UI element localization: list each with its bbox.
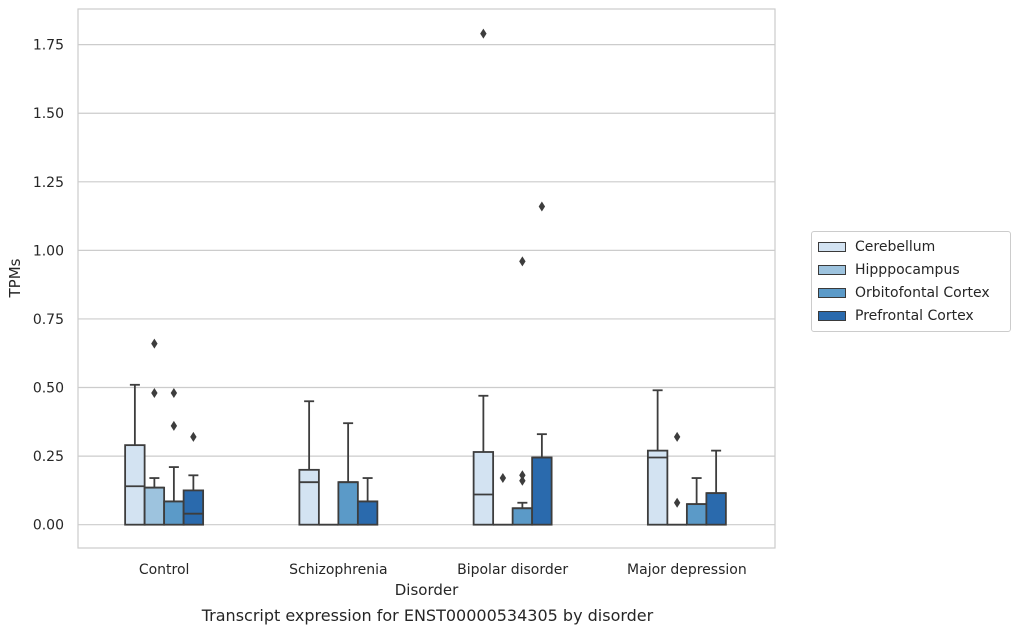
box-hipppocampus	[667, 431, 687, 526]
box-rect	[511, 507, 534, 526]
outlier-point	[151, 388, 158, 399]
outlier-point	[170, 420, 178, 431]
box-marks	[124, 28, 727, 526]
outlier-point	[519, 256, 526, 267]
figure-caption: Transcript expression for ENST0000053430…	[201, 606, 654, 625]
gridlines	[78, 44, 775, 526]
box-cerebellum	[472, 28, 495, 526]
outlier-point	[480, 28, 487, 39]
box-rect	[143, 486, 166, 526]
y-tick-labels: 0.00 0.25 0.50 0.75 1.00 1.25 1.50 1.75	[33, 38, 64, 534]
outlier-point	[170, 388, 178, 399]
box-rect	[356, 500, 379, 526]
box-orbitofontal-cortex	[511, 256, 534, 526]
x-axis-label: Disorder	[395, 581, 459, 599]
outlier-point	[499, 473, 507, 484]
legend: Cerebellum Hipppocampus Orbitofontal Corte…	[811, 231, 1011, 332]
y-tick-label: 1.25	[33, 175, 64, 191]
x-tick-label: Schizophrenia	[289, 562, 387, 578]
legend-label: Cerebellum	[855, 238, 936, 255]
y-tick-label: 1.75	[33, 38, 64, 54]
legend-swatch	[818, 241, 846, 252]
legend-item: Prefrontal Cortex	[812, 304, 1010, 327]
box-prefrontal-cortex	[356, 477, 379, 526]
box-rect	[472, 451, 495, 526]
x-tick-label: Control	[139, 562, 190, 578]
box-rect	[182, 489, 205, 526]
y-axis-label: TPMs	[6, 258, 24, 298]
box-orbitofontal-cortex	[685, 477, 708, 526]
y-tick-label: 0.25	[33, 449, 64, 465]
box-rect	[705, 492, 727, 526]
legend-label: Hipppocampus	[855, 261, 960, 278]
y-tick-label: 1.50	[33, 106, 64, 122]
x-tick-label: Bipolar disorder	[457, 562, 568, 578]
box-cerebellum	[646, 389, 669, 526]
box-rect	[685, 503, 708, 526]
y-tick-label: 1.00	[33, 243, 64, 259]
box-cerebellum	[124, 383, 146, 526]
x-tick-label: Major depression	[627, 562, 747, 578]
y-tick-label: 0.50	[33, 381, 64, 397]
box-rect	[337, 481, 359, 526]
legend-swatch	[818, 264, 846, 275]
plot-area-frame	[77, 8, 776, 549]
outlier-point	[673, 497, 681, 508]
legend-label: Prefrontal Cortex	[855, 307, 974, 324]
x-tick-labels: Control Schizophrenia Bipolar disorder Majo…	[139, 562, 747, 578]
outlier-point	[673, 431, 681, 442]
box-cerebellum	[298, 400, 320, 526]
y-tick-label: 0.00	[33, 518, 64, 534]
outlier-point	[190, 431, 197, 442]
box-rect	[531, 456, 553, 526]
box-rect	[124, 444, 146, 526]
box-rect	[298, 468, 320, 526]
box-hipppocampus	[143, 338, 166, 526]
legend-swatch	[818, 310, 846, 321]
outlier-point	[519, 470, 526, 481]
box-prefrontal-cortex	[182, 431, 205, 526]
box-rect	[646, 449, 669, 526]
legend-label: Orbitofontal Cortex	[855, 284, 990, 301]
box-prefrontal-cortex	[531, 201, 553, 526]
legend-swatch	[818, 287, 846, 298]
outlier-point	[538, 201, 546, 212]
box-rect	[163, 500, 185, 526]
box-orbitofontal-cortex	[337, 422, 359, 526]
box-hipppocampus	[493, 473, 513, 526]
outlier-point	[151, 338, 158, 349]
legend-item: Hipppocampus	[812, 258, 1010, 281]
y-tick-label: 0.75	[33, 312, 64, 328]
legend-item: Orbitofontal Cortex	[812, 281, 1010, 304]
box-prefrontal-cortex	[705, 449, 727, 526]
outlier-point	[519, 475, 526, 486]
legend-item: Cerebellum	[812, 235, 1010, 258]
